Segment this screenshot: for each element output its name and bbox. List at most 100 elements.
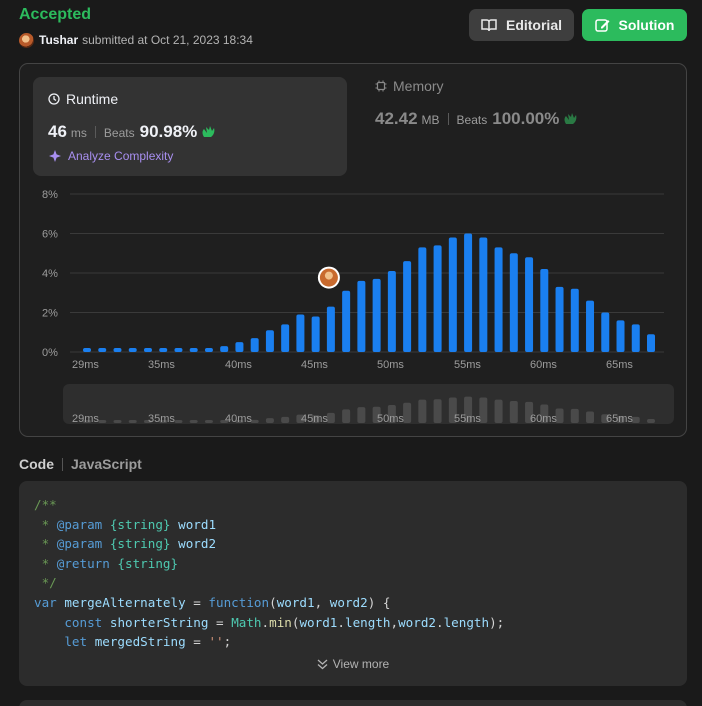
double-chevron-down-icon [317, 659, 328, 669]
chart-bar [98, 348, 107, 352]
overview-bar [235, 420, 244, 423]
status-title: Accepted [19, 6, 92, 23]
chart-bar [326, 306, 335, 352]
overview-tick-label: 29ms [72, 413, 99, 425]
runtime-beats-label: Beats [103, 126, 135, 140]
chart-bar [342, 290, 351, 352]
overview-tick-label: 55ms [454, 413, 481, 425]
analyze-complexity-link[interactable]: Analyze Complexity [48, 149, 173, 163]
view-more-button[interactable]: View more [19, 657, 687, 671]
chart-bar [570, 288, 579, 352]
memory-header[interactable]: Memory [375, 78, 444, 94]
chart-bar [372, 278, 381, 352]
overview-bar [189, 420, 198, 423]
language-label: JavaScript [71, 456, 142, 472]
sparkle-icon [49, 150, 61, 162]
chart-bar [525, 257, 534, 352]
chart-range-selector [63, 384, 674, 424]
overview-bar [616, 415, 625, 423]
runtime-header: Runtime [48, 91, 118, 107]
overview-bar [631, 416, 640, 423]
x-tick-label: 35ms [148, 359, 175, 371]
chart-bar [540, 269, 549, 352]
runtime-value: 46 [48, 122, 67, 141]
avatar[interactable] [19, 32, 34, 48]
overview-bar [464, 396, 473, 423]
next-section [19, 700, 687, 706]
overview-bar [509, 401, 518, 423]
chart-bar [250, 338, 259, 352]
overview-tick-label: 35ms [148, 413, 175, 425]
overview-bar [372, 406, 381, 423]
overview-bar [281, 416, 290, 423]
chart-bar [143, 348, 152, 352]
user-marker-face [324, 271, 333, 280]
chip-icon [375, 80, 387, 92]
overview-bar [250, 419, 259, 423]
overview-bar [204, 420, 213, 423]
chart-bar [281, 324, 290, 352]
overview-bar [83, 420, 91, 423]
chart-bar [235, 342, 244, 352]
chart-bar [555, 286, 564, 352]
overview-bar [98, 420, 107, 423]
editorial-button[interactable]: Editorial [469, 9, 574, 41]
overview-bar [387, 404, 396, 423]
overview-bar [342, 409, 351, 423]
username-link[interactable]: Tushar [39, 33, 79, 47]
overview-bar [479, 397, 488, 423]
runtime-panel[interactable]: Runtime 46 ms Beats 90.98% Analyze Compl… [33, 77, 347, 176]
overview-bar [494, 399, 503, 423]
clap-icon [564, 113, 577, 124]
chart-bar [128, 348, 137, 352]
chart-bar [464, 233, 473, 352]
overview-tick-label: 60ms [530, 413, 557, 425]
overview-bar [174, 420, 183, 423]
overview-bar [555, 408, 564, 423]
solution-button[interactable]: Solution [582, 9, 687, 41]
y-tick-label: 4% [42, 268, 58, 280]
divider [447, 113, 449, 125]
chart-bar [586, 300, 595, 352]
chart-bar [433, 245, 442, 352]
overview-bar [265, 418, 274, 423]
chart-bar [448, 237, 457, 352]
x-tick-label: 45ms [301, 359, 328, 371]
code-viewer[interactable]: /** * @param {string} word1 * @param {st… [19, 481, 687, 686]
overview-bar [418, 399, 427, 423]
chart-bar [311, 316, 320, 352]
overview-bar [326, 412, 335, 423]
submission-info: Tushar submitted at Oct 21, 2023 18:34 [19, 32, 253, 48]
overview-bar [525, 401, 534, 423]
runtime-beats-value: 90.98% [139, 122, 198, 141]
overview-bar [128, 420, 137, 423]
code-block: /** * @param {string} word1 * @param {st… [34, 497, 505, 650]
overview-bar [220, 420, 229, 423]
overview-bar [570, 408, 579, 423]
chart-bar [204, 348, 213, 352]
overview-tick-label: 65ms [606, 413, 633, 425]
overview-bar [601, 414, 610, 423]
overview-tick-label: 40ms [225, 413, 252, 425]
chart-bar [265, 330, 274, 352]
chart-bar [494, 247, 503, 352]
x-tick-label: 40ms [225, 359, 252, 371]
overview-bar [296, 414, 305, 423]
chart-bar [601, 312, 610, 352]
memory-value: 42.42 [375, 109, 418, 128]
runtime-distribution-chart[interactable]: 8% 6% 4% 2% 0% 29ms 35ms 40ms 45ms 50ms 55ms 60ms 65… [0, 0, 702, 440]
x-tick-label: 50ms [377, 359, 404, 371]
clock-icon [48, 93, 60, 105]
solution-label: Solution [618, 17, 675, 33]
code-label: Code [19, 456, 54, 472]
clap-icon [202, 126, 215, 137]
overview-bar [143, 420, 152, 423]
overview-bar [540, 404, 549, 423]
overview-bar [113, 420, 122, 423]
x-tick-label: 65ms [606, 359, 633, 371]
editorial-label: Editorial [505, 17, 562, 33]
chart-bar [83, 348, 91, 352]
x-tick-label: 60ms [530, 359, 557, 371]
overview-bar [357, 407, 366, 423]
chart-bar [403, 261, 412, 352]
